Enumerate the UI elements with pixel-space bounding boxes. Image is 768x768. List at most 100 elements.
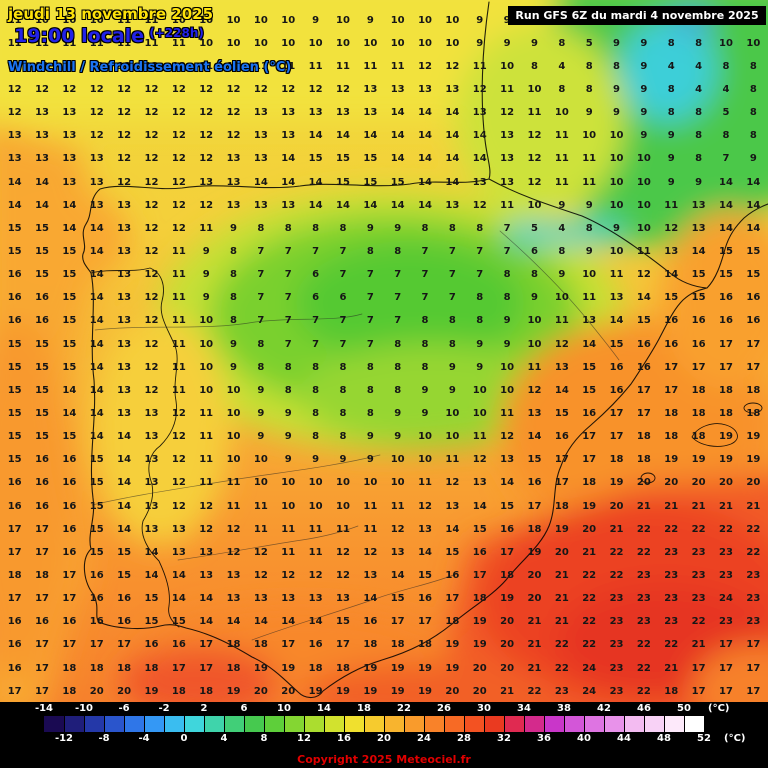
grid-value: 18 (746, 384, 761, 396)
grid-value: 9 (749, 153, 757, 165)
grid-value: 10 (636, 222, 651, 234)
grid-value: 10 (746, 37, 761, 49)
grid-value: 13 (554, 361, 569, 373)
grid-value: 12 (226, 107, 241, 119)
grid-value: 14 (226, 616, 241, 628)
grid-value: 7 (421, 292, 429, 304)
grid-value: 7 (722, 153, 730, 165)
grid-value: 21 (691, 639, 706, 651)
grid-value: 10 (609, 176, 624, 188)
grid-value: 11 (89, 37, 104, 49)
grid-value: 18 (226, 639, 241, 651)
grid-value: 12 (144, 130, 159, 142)
grid-value: 15 (445, 546, 460, 558)
grid-value: 7 (448, 245, 456, 257)
grid-value: 7 (394, 269, 402, 281)
grid-value: 13 (117, 384, 132, 396)
grid-value: 12 (171, 407, 186, 419)
grid-value: 10 (226, 431, 241, 443)
grid-value: 9 (421, 407, 429, 419)
grid-value: 18 (554, 500, 569, 512)
grid-value: 17 (582, 454, 597, 466)
grid-value: 8 (421, 315, 429, 327)
grid-value: 22 (636, 546, 651, 558)
map-canvas[interactable] (0, 0, 768, 712)
grid-value: 18 (363, 639, 378, 651)
grid-value: 23 (664, 616, 679, 628)
grid-value: 14 (363, 593, 378, 605)
grid-value: 11 (281, 60, 296, 72)
scale-label: -6 (118, 703, 130, 714)
grid-value: 10 (445, 407, 460, 419)
grid-value: 12 (226, 83, 241, 95)
grid-value: 9 (613, 222, 620, 234)
grid-value: 16 (664, 315, 679, 327)
grid-value: 23 (609, 593, 624, 605)
grid-value: 13 (308, 107, 323, 119)
grid-value: 12 (636, 269, 651, 281)
grid-value: 17 (35, 523, 49, 535)
forecast-offset-label: (+228h) (149, 26, 204, 40)
grid-value: 9 (493, 9, 520, 32)
grid-value: 12 (144, 83, 159, 95)
grid-value: 17 (746, 662, 761, 674)
grid-value: 14 (746, 199, 761, 211)
grid-value: 17 (472, 569, 487, 581)
grid-value: 16 (719, 315, 733, 327)
grid-value: 14 (363, 130, 378, 142)
grid-value: 10 (226, 407, 241, 419)
grid-value: 20 (472, 662, 487, 674)
grid-value: 19 (664, 454, 679, 466)
grid-value: 6 (312, 292, 320, 304)
grid-value: 11 (500, 199, 515, 211)
coastline-borders (82, 1, 768, 699)
scale-segment (104, 716, 124, 732)
grid-value: 11 (199, 477, 214, 489)
grid-value: 14 (62, 199, 77, 211)
grid-value: 17 (719, 361, 733, 373)
grid-value: 9 (640, 37, 648, 49)
grid-value: 21 (691, 500, 706, 512)
grid-value: 10 (199, 338, 214, 350)
grid-value: 14 (62, 222, 77, 234)
grid-value: 13 (500, 176, 515, 188)
grid-value: 8 (530, 60, 538, 72)
grid-value: 11 (226, 500, 241, 512)
grid-value: 19 (390, 685, 405, 697)
grid-value: 14 (199, 593, 214, 605)
grid-value: 4 (667, 60, 675, 72)
scale-segment (164, 716, 184, 732)
grid-value: 13 (226, 569, 241, 581)
grid-value: 15 (390, 593, 405, 605)
grid-value: 9 (230, 361, 237, 373)
grid-value: 14 (336, 199, 350, 211)
grid-value: 15 (62, 431, 77, 443)
grid-value: 7 (284, 269, 292, 281)
grid-value: 17 (35, 662, 49, 674)
grid-value: 9 (257, 431, 265, 443)
grid-value: 14 (418, 153, 432, 165)
grid-value: 18 (89, 662, 104, 674)
scale-segment (264, 716, 284, 732)
grid-value: 17 (691, 662, 706, 674)
grid-value: 7 (503, 222, 511, 234)
grid-value: 11 (253, 60, 268, 72)
scale-segment (244, 716, 264, 732)
grid-value: 10 (609, 153, 624, 165)
grid-value: 12 (171, 500, 186, 512)
grid-value: 20 (500, 662, 515, 674)
grid-value: 8 (448, 338, 456, 350)
grid-value: 10 (226, 454, 241, 466)
grid-value: 7 (257, 292, 265, 304)
grid-value: 12 (390, 523, 405, 535)
grid-value: 10 (609, 130, 624, 142)
grid-value: 17 (281, 639, 296, 651)
grid-value: 11 (363, 60, 378, 72)
scale-segment (424, 716, 444, 732)
grid-value: 13 (117, 199, 132, 211)
grid-value: 15 (308, 153, 323, 165)
grid-value: 7 (339, 245, 347, 257)
grid-value: 10 (308, 37, 323, 49)
scale-label: 8 (260, 733, 268, 744)
scale-segment (524, 716, 544, 732)
